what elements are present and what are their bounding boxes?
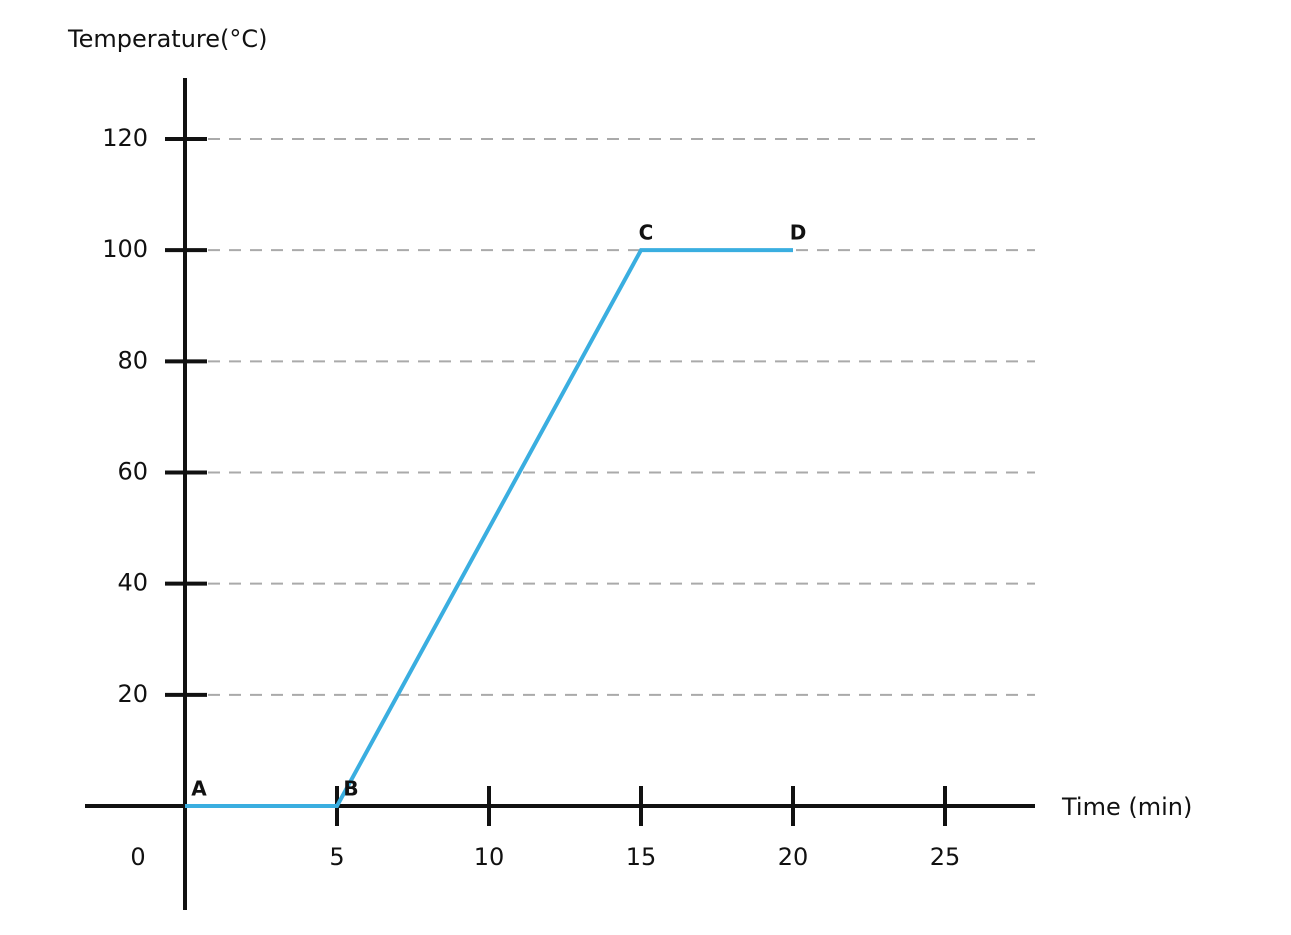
x-tick-label: 0: [130, 843, 145, 871]
y-tick-label: 60: [117, 457, 148, 485]
x-tick-label: 25: [930, 843, 961, 871]
y-tick-label: 80: [117, 346, 148, 374]
x-tick-label: 20: [778, 843, 809, 871]
data-line: [185, 248, 793, 808]
x-tick-label: 5: [329, 843, 344, 871]
y-tick-label: 20: [117, 680, 148, 708]
x-axis-label: Time (min): [1061, 793, 1192, 821]
y-tick-label: 100: [102, 235, 148, 263]
point-label: C: [639, 221, 654, 245]
x-tick-label: 15: [626, 843, 657, 871]
y-axis-label: Temperature(°C): [67, 25, 268, 53]
point-label: B: [343, 777, 358, 801]
y-tick-label: 40: [117, 569, 148, 597]
point-label: D: [790, 221, 807, 245]
point-label: A: [191, 777, 207, 801]
x-tick-label: 10: [474, 843, 505, 871]
y-tick-label: 120: [102, 124, 148, 152]
